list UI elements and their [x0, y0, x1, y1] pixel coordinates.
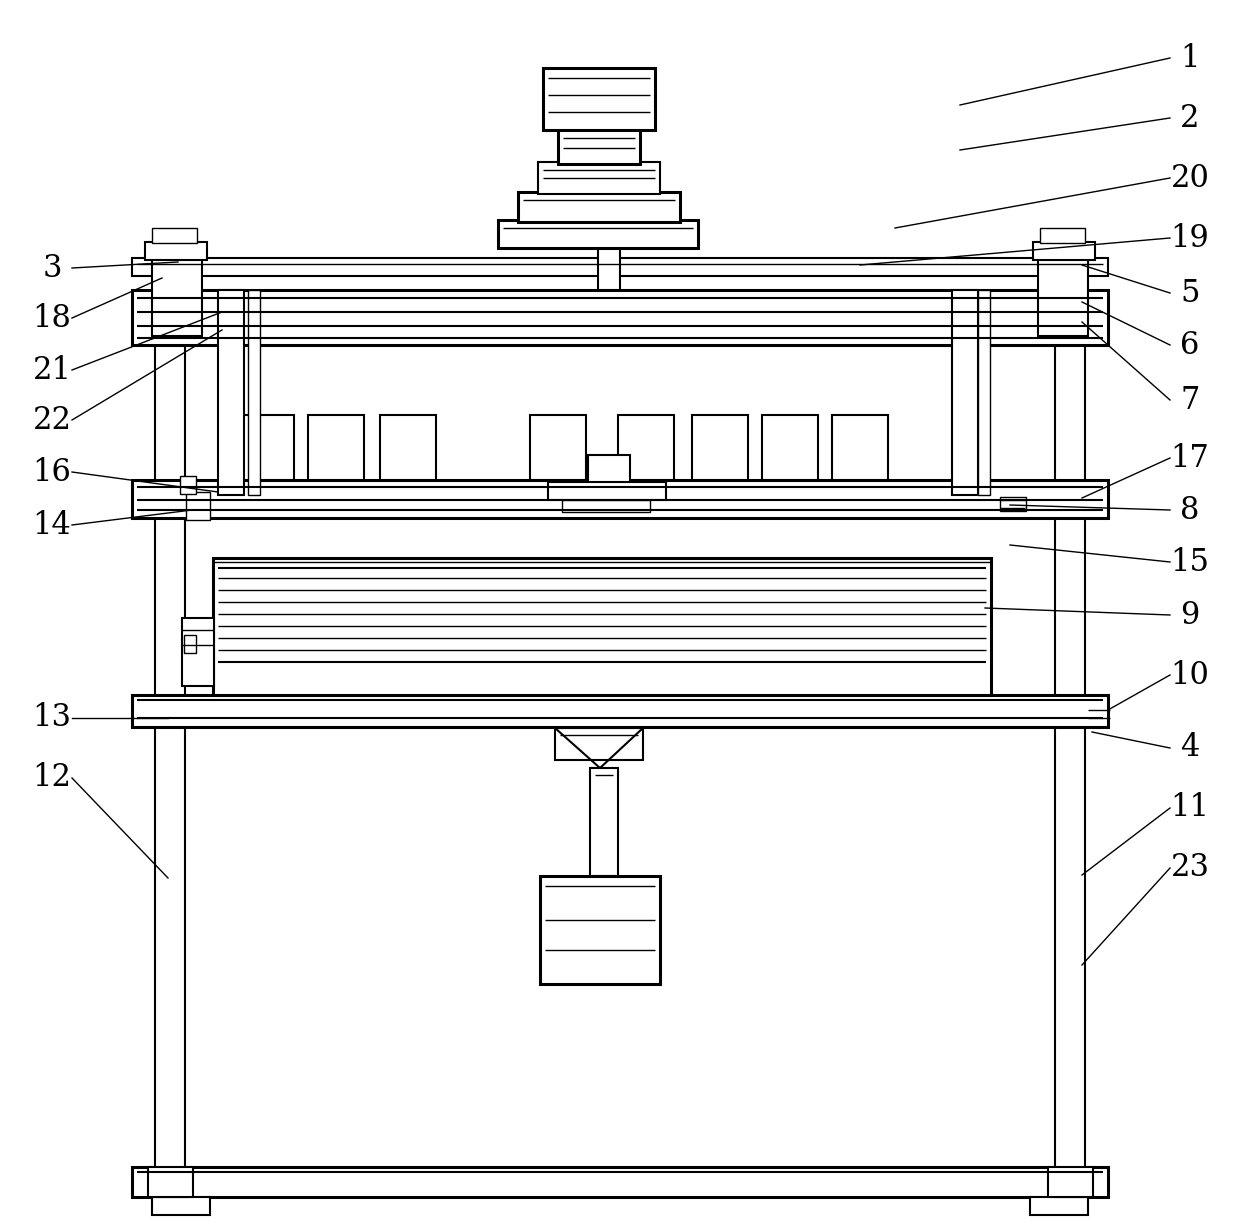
Text: 10: 10: [1171, 660, 1209, 690]
Text: 13: 13: [32, 703, 72, 733]
Bar: [153, 1197, 210, 1215]
Text: 17: 17: [1171, 443, 1209, 474]
Bar: [538, 162, 660, 193]
Bar: [692, 415, 748, 480]
Bar: [556, 728, 644, 760]
Bar: [213, 558, 991, 695]
Bar: [131, 480, 1109, 518]
Bar: [131, 290, 1109, 345]
Text: 8: 8: [1180, 494, 1199, 525]
Bar: [543, 69, 655, 130]
Bar: [1033, 242, 1095, 259]
Bar: [131, 695, 1109, 727]
Bar: [145, 242, 207, 259]
Bar: [999, 497, 1025, 510]
Bar: [978, 290, 990, 494]
Text: 19: 19: [1171, 223, 1209, 253]
Text: 2: 2: [1180, 103, 1200, 133]
Bar: [180, 476, 196, 494]
Bar: [1038, 258, 1087, 337]
Text: 9: 9: [1180, 600, 1199, 630]
Bar: [1030, 1197, 1087, 1215]
Bar: [238, 415, 294, 480]
Bar: [548, 482, 666, 499]
Bar: [618, 415, 675, 480]
Bar: [498, 220, 698, 248]
Bar: [763, 415, 818, 480]
Bar: [184, 635, 196, 652]
Text: 21: 21: [32, 355, 72, 386]
Bar: [218, 290, 244, 494]
Bar: [1040, 228, 1085, 244]
Bar: [131, 258, 1109, 275]
Text: 4: 4: [1180, 732, 1199, 764]
Bar: [148, 1166, 193, 1197]
Text: 11: 11: [1171, 792, 1209, 824]
Bar: [529, 415, 587, 480]
Bar: [186, 492, 210, 520]
Text: 20: 20: [1171, 163, 1209, 193]
Bar: [562, 499, 650, 512]
Text: 7: 7: [1180, 384, 1199, 415]
Polygon shape: [556, 728, 644, 767]
Bar: [588, 455, 630, 485]
Bar: [539, 876, 660, 984]
Text: 12: 12: [32, 763, 72, 793]
Text: 18: 18: [32, 302, 72, 333]
Bar: [131, 1166, 1109, 1197]
Bar: [153, 258, 202, 337]
Bar: [182, 618, 215, 685]
Text: 14: 14: [32, 509, 72, 541]
Text: 15: 15: [1171, 546, 1209, 578]
Bar: [590, 767, 618, 876]
Bar: [952, 290, 978, 494]
Bar: [1048, 1166, 1092, 1197]
Text: 23: 23: [1171, 852, 1209, 884]
Text: 1: 1: [1180, 43, 1200, 73]
Bar: [248, 290, 260, 494]
Bar: [308, 415, 365, 480]
Text: 3: 3: [42, 252, 62, 284]
Text: 5: 5: [1180, 278, 1200, 308]
Bar: [832, 415, 888, 480]
Bar: [598, 228, 620, 290]
Bar: [558, 129, 640, 164]
Text: 6: 6: [1180, 329, 1199, 361]
Bar: [155, 271, 185, 1197]
Bar: [1055, 271, 1085, 1197]
Text: 22: 22: [32, 404, 72, 436]
Bar: [153, 228, 197, 244]
Bar: [379, 415, 436, 480]
Bar: [518, 192, 680, 222]
Text: 16: 16: [32, 457, 72, 487]
